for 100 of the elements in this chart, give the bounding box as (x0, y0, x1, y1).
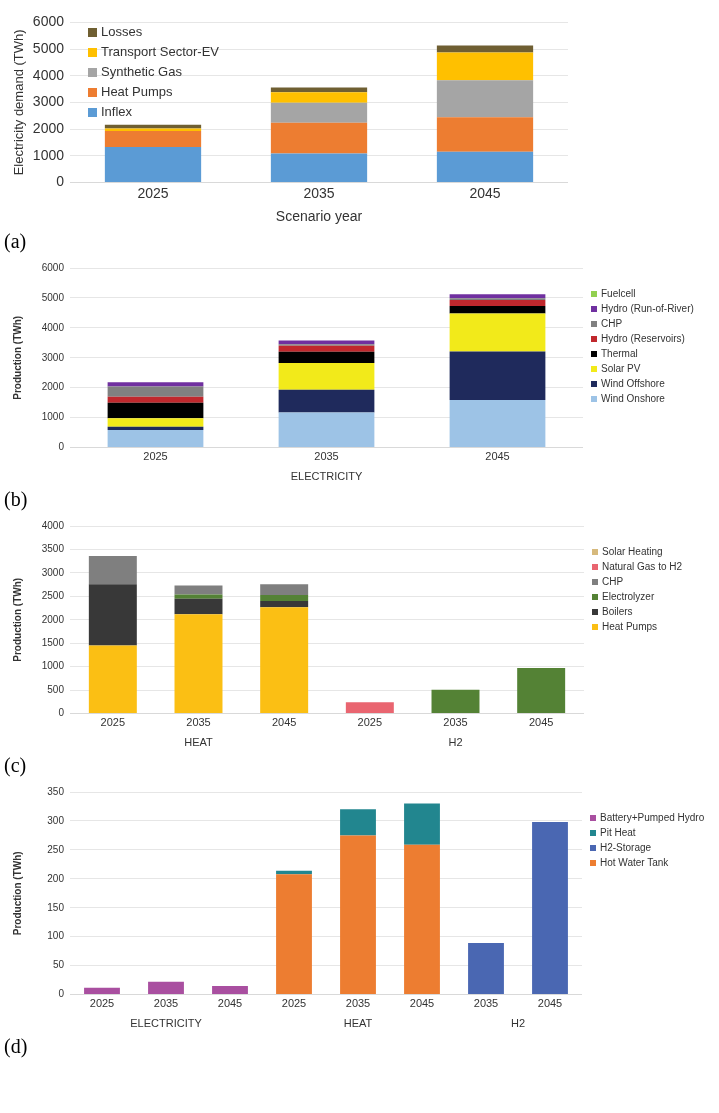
bar (276, 874, 312, 995)
y-tick-label: 3500 (41, 543, 65, 555)
legend-label: Hydro (Run-of-River) (601, 302, 694, 316)
y-tick-label: 3000 (41, 566, 65, 578)
bar (107, 396, 204, 403)
text: (c) (4, 754, 28, 776)
x-tick-label: 2025 (89, 997, 115, 1010)
x-tick-label: 2035 (443, 716, 468, 729)
bar (278, 389, 375, 413)
legend-label: Fuelcell (601, 287, 636, 301)
bar (278, 345, 375, 352)
legend-label: Inflex (101, 103, 133, 121)
y-tick-label: 2000 (41, 381, 65, 393)
x-axis-title: HEAT (184, 736, 214, 749)
y-tick-label: 150 (47, 901, 65, 913)
bar (278, 340, 375, 345)
x-axis-title: H2 (448, 736, 463, 749)
bar (270, 122, 368, 154)
bar (174, 614, 223, 714)
x-tick-label: 2025 (357, 716, 383, 729)
y-tick-label: 0 (58, 441, 65, 453)
legend-label: Wind Offshore (601, 377, 665, 391)
y-tick-label: 4000 (41, 519, 65, 531)
y-tick-label: 500 (47, 683, 65, 695)
bar (340, 835, 376, 995)
x-tick-label: 2035 (345, 997, 371, 1010)
bar (270, 102, 368, 123)
y-tick-label: 2000 (32, 119, 65, 136)
x-tick-label: 2035 (314, 450, 339, 463)
y-tick-label: 1500 (41, 637, 65, 648)
bar (107, 402, 204, 419)
x-tick-label: 2045 (528, 716, 554, 729)
y-tick-label: 5000 (41, 291, 65, 303)
bar (449, 351, 546, 401)
bar (107, 418, 204, 427)
bar (278, 362, 375, 390)
bar (107, 426, 204, 430)
text: (a) (4, 230, 28, 252)
x-tick-label: 2045 (217, 997, 243, 1010)
bar (404, 844, 440, 995)
legend-label: Heat Pumps (101, 83, 173, 101)
text: (d) (4, 1035, 29, 1057)
bar (436, 80, 534, 118)
x-tick-label: 2045 (469, 184, 501, 201)
bar (449, 300, 546, 307)
x-tick-label: 2035 (153, 997, 179, 1010)
x-axis-title: Scenario year (275, 208, 363, 225)
y-tick-label: 200 (47, 872, 65, 884)
legend-label: Synthetic Gas (101, 63, 182, 81)
bar (270, 92, 368, 103)
legend-label: Battery+Pumped Hydro (600, 811, 705, 825)
legend-label: Losses (101, 23, 143, 41)
legend-label: Boilers (602, 605, 633, 619)
bar (88, 584, 137, 646)
bar (449, 294, 546, 299)
legend-label: Wind Onshore (601, 392, 665, 406)
bar (270, 87, 368, 93)
y-tick-label: 6000 (41, 261, 65, 273)
x-tick-label: 2045 (537, 997, 563, 1010)
y-tick-label: 350 (47, 785, 65, 797)
y-tick-label: 1000 (41, 660, 65, 672)
y-tick-label: 3000 (41, 351, 65, 363)
legend-label: Heat Pumps (602, 620, 658, 634)
x-tick-label: 2025 (137, 184, 169, 201)
y-axis-title: Electricity demand (TWh) (11, 29, 27, 176)
bar (174, 594, 223, 599)
legend-label: Electrolyzer (602, 590, 655, 604)
legend-label: CHP (601, 317, 623, 331)
y-tick-label: 300 (47, 814, 65, 826)
y-tick-label: 100 (47, 930, 65, 942)
bar (88, 556, 137, 585)
y-tick-label: 0 (56, 173, 65, 190)
x-tick-label: 2025 (143, 450, 168, 463)
x-tick-label: 2045 (271, 716, 297, 729)
y-tick-label: 50 (52, 959, 65, 971)
y-axis-title: Production (TWh) (11, 577, 23, 662)
legend-label: Hot Water Tank (600, 856, 669, 870)
legend-label: Hydro (Reservoirs) (601, 332, 685, 346)
bar (104, 124, 202, 129)
bar (404, 803, 440, 845)
bar (104, 130, 202, 147)
x-tick-label: 2035 (473, 997, 499, 1010)
bar (340, 809, 376, 836)
x-axis-title: H2 (510, 1017, 526, 1030)
y-tick-label: 2500 (41, 590, 65, 602)
bar (107, 382, 204, 387)
bar (260, 607, 309, 714)
bar (260, 584, 309, 595)
y-tick-label: 250 (47, 843, 65, 855)
bar (270, 153, 368, 182)
legend-label: Pit Heat (600, 826, 636, 840)
x-tick-label: 2035 (186, 716, 211, 729)
y-axis-title: Production (TWh) (11, 851, 23, 936)
y-tick-label: 4000 (41, 321, 65, 333)
y-tick-label: 6000 (32, 13, 65, 30)
bar (449, 313, 546, 352)
x-tick-label: 2025 (281, 997, 307, 1010)
bar (449, 400, 546, 448)
x-axis-title: HEAT (343, 1017, 373, 1030)
x-axis-title: ELECTRICITY (290, 470, 363, 483)
